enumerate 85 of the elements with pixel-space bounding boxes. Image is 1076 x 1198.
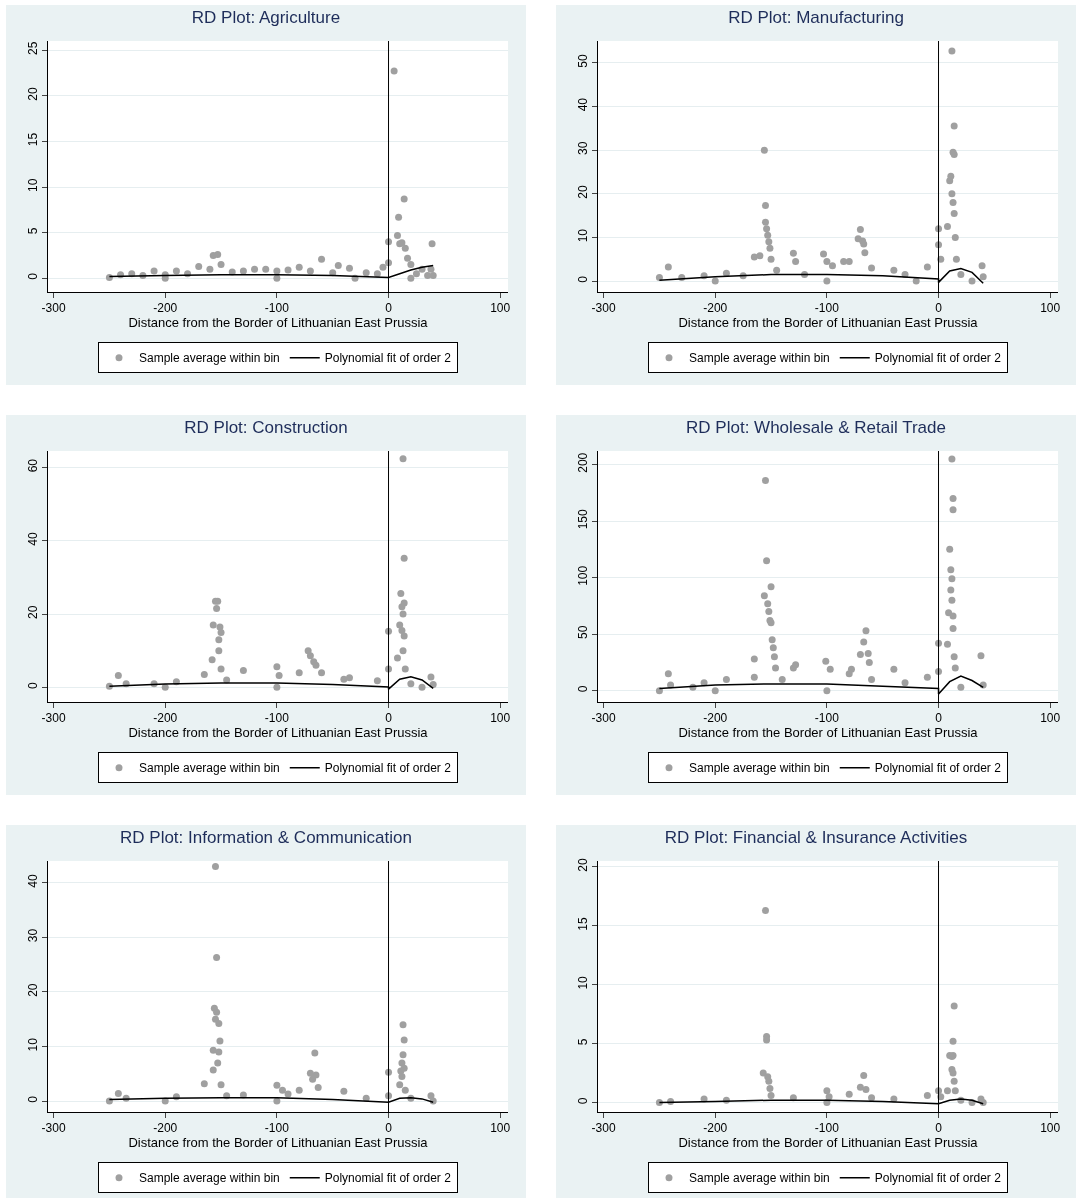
x-tick-label: 0 (935, 301, 943, 316)
y-tick-label: 40 (576, 97, 591, 112)
x-tick-label: -300 (41, 711, 66, 726)
x-tick-label: -100 (264, 1121, 290, 1136)
x-tick-label: 100 (1040, 711, 1061, 726)
x-axis-title: Distance from the Border of Lithuanian East Prussia (128, 725, 429, 741)
legend-label: Sample average within bin (139, 761, 280, 776)
legend-label: Polynomial fit of order 2 (874, 761, 1002, 776)
y-tick-label: 10 (26, 178, 41, 192)
x-tick-label: -300 (591, 711, 616, 726)
legend-label: Polynomial fit of order 2 (874, 351, 1002, 366)
chart-title: RD Plot: Agriculture (191, 7, 341, 27)
x-tick-label: 0 (385, 711, 393, 726)
y-tick-label: 10 (26, 1037, 41, 1052)
y-tick-label: 0 (26, 1095, 41, 1103)
legend-label: Polynomial fit of order 2 (324, 351, 452, 366)
x-axis-title: Distance from the Border of Lithuanian East Prussia (128, 315, 429, 331)
y-tick-label: 0 (26, 681, 41, 689)
y-tick-label: 10 (576, 975, 591, 990)
x-tick-label: 100 (490, 711, 511, 726)
chart-title: RD Plot: Information & Communication (120, 827, 412, 847)
x-tick-label: -300 (41, 1121, 66, 1136)
y-tick-label: 40 (26, 874, 41, 888)
x-tick-label: -200 (703, 711, 728, 726)
y-tick-label: 0 (26, 272, 41, 280)
x-tick-label: -100 (814, 711, 840, 726)
x-tick-label: -100 (814, 1121, 840, 1136)
y-tick-label: 5 (576, 1038, 591, 1046)
y-tick-label: 20 (26, 86, 41, 101)
x-tick-label: -100 (814, 301, 840, 316)
y-tick-label: 30 (26, 928, 41, 943)
chart-title: RD Plot: Construction (184, 417, 348, 437)
y-tick-label: 5 (26, 227, 41, 235)
x-tick-label: -300 (591, 301, 616, 316)
x-tick-label: -300 (591, 1121, 616, 1136)
x-tick-label: -200 (153, 301, 178, 316)
x-tick-label: -200 (153, 1121, 178, 1136)
y-tick-label: 20 (576, 858, 591, 872)
x-tick-label: -300 (41, 301, 66, 316)
y-tick-label: 0 (576, 275, 591, 283)
x-tick-label: -200 (703, 301, 728, 316)
y-tick-label: 20 (26, 605, 41, 619)
x-tick-label: 100 (1040, 301, 1061, 316)
legend-label: Sample average within bin (689, 351, 830, 366)
x-tick-label: -200 (153, 711, 178, 726)
x-tick-label: -200 (703, 1121, 728, 1136)
x-tick-label: 100 (1040, 1121, 1061, 1136)
chart-title: RD Plot: Financial & Insurance Activities (664, 827, 968, 847)
y-tick-label: 60 (26, 458, 41, 473)
y-tick-label: 200 (576, 452, 591, 473)
legend-label: Sample average within bin (139, 351, 280, 366)
x-tick-label: 0 (385, 301, 393, 316)
x-tick-label: 0 (385, 1121, 393, 1136)
x-tick-label: 100 (490, 301, 511, 316)
legend-label: Polynomial fit of order 2 (874, 1171, 1002, 1186)
x-axis-title: Distance from the Border of Lithuanian East Prussia (128, 1135, 429, 1151)
legend-label: Sample average within bin (139, 1171, 280, 1186)
legend-label: Polynomial fit of order 2 (324, 761, 452, 776)
x-tick-label: -100 (264, 711, 290, 726)
x-axis-title: Distance from the Border of Lithuanian East Prussia (678, 1135, 979, 1151)
x-tick-label: 0 (935, 1121, 943, 1136)
y-tick-label: 15 (26, 132, 41, 147)
x-tick-label: 0 (935, 711, 943, 726)
legend-label: Sample average within bin (689, 761, 830, 776)
y-tick-label: 20 (26, 983, 41, 997)
x-tick-label: 100 (490, 1121, 511, 1136)
y-tick-label: 150 (576, 508, 591, 530)
legend-label: Polynomial fit of order 2 (324, 1171, 452, 1186)
y-tick-label: 50 (576, 54, 591, 68)
chart-title: RD Plot: Wholesale & Retail Trade (686, 417, 946, 437)
y-tick-label: 30 (576, 141, 591, 156)
y-tick-label: 40 (26, 531, 41, 546)
y-tick-label: 20 (576, 184, 591, 199)
x-axis-title: Distance from the Border of Lithuanian East Prussia (678, 315, 979, 331)
x-tick-label: -100 (264, 301, 290, 316)
y-tick-label: 100 (576, 565, 591, 586)
y-tick-label: 15 (576, 917, 591, 931)
y-tick-label: 0 (576, 685, 591, 693)
y-tick-label: 0 (576, 1097, 591, 1105)
y-tick-label: 50 (576, 625, 591, 640)
chart-title: RD Plot: Manufacturing (728, 7, 904, 27)
y-tick-label: 25 (26, 41, 41, 56)
x-axis-title: Distance from the Border of Lithuanian East Prussia (678, 725, 979, 741)
legend-label: Sample average within bin (689, 1171, 830, 1186)
y-tick-label: 10 (576, 228, 591, 243)
